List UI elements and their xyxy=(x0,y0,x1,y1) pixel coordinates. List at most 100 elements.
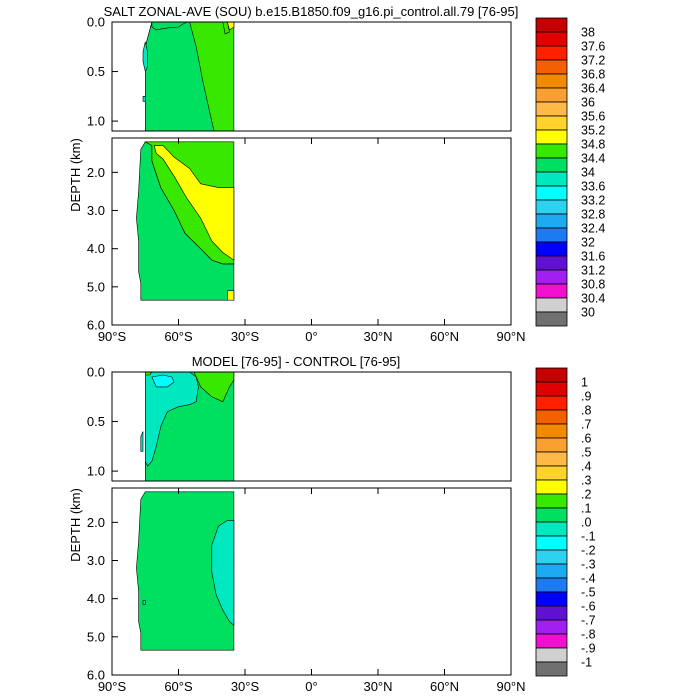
colorbar-swatch xyxy=(535,73,568,89)
x-tick-label: 0° xyxy=(305,329,317,344)
y-tick-label: 1.0 xyxy=(87,114,105,129)
colorbar-swatch xyxy=(535,87,568,103)
colorbar-swatch xyxy=(535,45,568,61)
contour-region xyxy=(142,600,146,605)
x-tick-label: 30°N xyxy=(363,679,392,694)
contour-region xyxy=(193,371,235,403)
y-tick-label: 6.0 xyxy=(87,318,105,333)
colorbar-swatch xyxy=(535,549,568,565)
colorbar-label: -.8 xyxy=(581,628,596,642)
colorbar-swatch xyxy=(535,563,568,579)
x-tick-label: 0° xyxy=(305,679,317,694)
colorbar-label: .0 xyxy=(581,516,591,530)
contour-region xyxy=(142,96,146,102)
colorbar-swatch xyxy=(535,171,568,187)
colorbar-label: 33.2 xyxy=(581,194,605,208)
salt-lower-y-ticks: 2.0 3.0 4.0 5.0 6.0 xyxy=(87,165,118,333)
x-tick-label: 60°N xyxy=(430,329,459,344)
colorbar-swatch xyxy=(535,521,568,537)
y-tick-label: 0.0 xyxy=(87,365,105,380)
colorbar-swatch xyxy=(535,395,568,411)
colorbar-swatch xyxy=(535,59,568,75)
colorbar-label: 1 xyxy=(581,376,588,390)
colorbar-swatch xyxy=(535,591,568,607)
y-tick-label: 2.0 xyxy=(87,515,105,530)
difference-lower-field xyxy=(136,491,235,651)
colorbar-swatch xyxy=(535,535,568,551)
contour-region xyxy=(151,374,175,388)
y-tick-label: 0.5 xyxy=(87,414,105,429)
colorbar-label: .6 xyxy=(581,432,591,446)
colorbar-label: 32 xyxy=(581,236,595,250)
difference-upper-frame xyxy=(111,371,512,482)
colorbar-label: .1 xyxy=(581,502,591,516)
contour-region xyxy=(140,431,144,452)
colorbar-label: 35.6 xyxy=(581,110,605,124)
colorbar-swatch xyxy=(535,283,568,299)
colorbar-swatch xyxy=(535,423,568,439)
colorbar-label: 31.2 xyxy=(581,264,605,278)
colorbar-label: 34.4 xyxy=(581,152,605,166)
colorbar-label: 32.4 xyxy=(581,222,605,236)
x-tick-label: 60°S xyxy=(164,329,193,344)
difference-upper-y-ticks: 0.0 0.5 1.0 xyxy=(87,365,118,479)
colorbar-label: 34.8 xyxy=(581,138,605,152)
colorbar-swatch xyxy=(535,227,568,243)
y-tick-label: 0.5 xyxy=(87,64,105,79)
colorbar-swatch xyxy=(535,633,568,649)
contour-region xyxy=(145,21,215,132)
salt-upper-field xyxy=(142,21,235,132)
colorbar-swatch xyxy=(535,451,568,467)
difference-colorbar: 1.9.8.7.6.5.4.3.2.1.0-.1-.2-.3-.4-.5-.6-… xyxy=(535,367,596,677)
colorbar-label: 30 xyxy=(581,306,595,320)
x-tick-label: 90°S xyxy=(98,679,127,694)
y-tick-label: 4.0 xyxy=(87,591,105,606)
colorbar-label: 30.4 xyxy=(581,292,605,306)
salt-lower-field xyxy=(136,141,235,301)
colorbar-label: 37.6 xyxy=(581,40,605,54)
contour-region xyxy=(145,371,199,467)
y-tick-label: 2.0 xyxy=(87,165,105,180)
colorbar-swatch xyxy=(535,101,568,117)
colorbar-swatch xyxy=(535,157,568,173)
y-tick-label: 3.0 xyxy=(87,553,105,568)
colorbar-swatch xyxy=(535,409,568,425)
y-tick-label: 6.0 xyxy=(87,668,105,683)
colorbar-swatch xyxy=(535,185,568,201)
colorbar-swatch xyxy=(535,241,568,257)
colorbar-label: 38 xyxy=(581,26,595,40)
colorbar-label: .7 xyxy=(581,418,591,432)
colorbar-label: .9 xyxy=(581,390,591,404)
x-tick-label: 60°S xyxy=(164,679,193,694)
colorbar-swatch xyxy=(535,31,568,47)
x-tick-label: 90°S xyxy=(98,329,127,344)
colorbar-swatch xyxy=(535,269,568,285)
difference-lower-y-ticks: 2.0 3.0 4.0 5.0 6.0 xyxy=(87,515,118,683)
y-tick-label: 5.0 xyxy=(87,629,105,644)
x-tick-label: 30°S xyxy=(231,679,260,694)
y-tick-label: 1.0 xyxy=(87,464,105,479)
y-tick-label: 4.0 xyxy=(87,241,105,256)
colorbar-swatch xyxy=(535,507,568,523)
colorbar-swatch xyxy=(535,199,568,215)
y-tick-label: 5.0 xyxy=(87,279,105,294)
y-tick-label: 0.0 xyxy=(87,15,105,30)
colorbar-swatch xyxy=(535,577,568,593)
colorbar-label: 32.8 xyxy=(581,208,605,222)
colorbar-label: 31.6 xyxy=(581,250,605,264)
contour-region xyxy=(211,520,235,627)
colorbar-swatch xyxy=(535,465,568,481)
colorbar-label: -.6 xyxy=(581,600,596,614)
colorbar-label: 35.2 xyxy=(581,124,605,138)
colorbar-label: .3 xyxy=(581,474,591,488)
colorbar-label: 37.2 xyxy=(581,54,605,68)
colorbar-label: -.3 xyxy=(581,558,596,572)
x-tick-label: 90°N xyxy=(496,329,525,344)
contour-region xyxy=(142,41,148,73)
colorbar-swatch xyxy=(535,17,568,33)
difference-x-ticks: 90°S 60°S 30°S 0° 30°N 60°N 90°N xyxy=(98,488,526,694)
colorbar-swatch xyxy=(535,367,568,383)
colorbar-label: .2 xyxy=(581,488,591,502)
colorbar-label: 36.8 xyxy=(581,68,605,82)
